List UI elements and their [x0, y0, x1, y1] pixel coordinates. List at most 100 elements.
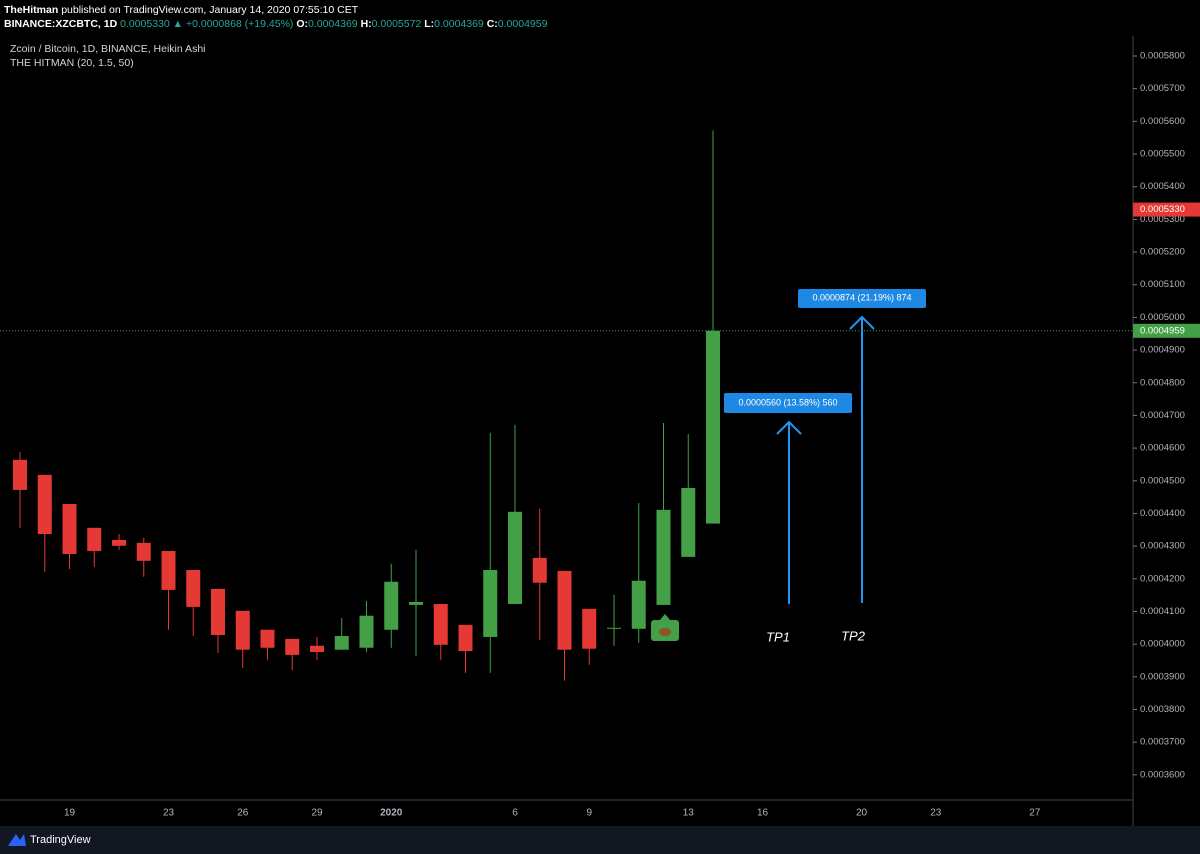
footer-bar: [0, 826, 1200, 854]
y-tick-label: 0.0004300: [1140, 541, 1185, 552]
ohlc-key: L:: [424, 18, 435, 30]
candle-body: [706, 330, 720, 524]
y-tick-label: 0.0004200: [1140, 573, 1185, 584]
y-tick-label: 0.0005300: [1140, 214, 1185, 225]
y-tick-label: 0.0003700: [1140, 737, 1185, 748]
ohlc-value: 0.0005572: [371, 18, 422, 30]
x-tick-label: 29: [311, 808, 323, 819]
signal-icon: [659, 614, 671, 621]
ohlc-value: 0.0004959: [497, 18, 548, 30]
ohlc-key: O:: [296, 18, 308, 30]
price-marker-label: 0.0005330: [1140, 204, 1185, 215]
candle-body: [87, 527, 102, 552]
chart-title: Zcoin / Bitcoin, 1D, BINANCE, Heikin Ash…: [10, 43, 206, 55]
annotation-box: [798, 289, 926, 308]
ohlc-value: 0.0004369: [308, 18, 358, 30]
candle-body: [656, 509, 671, 605]
x-tick-label: 27: [1029, 808, 1041, 819]
candle-body: [409, 601, 423, 605]
plot: 0.0003600 0.0003700 0.0003800 0.0003900 0.00…: [0, 51, 1200, 819]
annotation-box: [724, 393, 852, 413]
price: 0.0005330: [120, 18, 170, 30]
candle-body: [136, 542, 151, 561]
candle-body: [334, 635, 349, 650]
indicator: THE HITMAN (20, 1.5, 50): [10, 57, 134, 69]
y-tick-label: 0.0003800: [1140, 704, 1185, 715]
candle-body: [13, 459, 27, 490]
ohlc-key: H:: [360, 18, 372, 30]
y-tick-label: 0.0005400: [1140, 181, 1185, 192]
y-tick-label: 0.0005700: [1140, 83, 1185, 94]
y-tick-label: 0.0005800: [1140, 51, 1185, 62]
x-tick-label: 23: [163, 808, 175, 819]
candle-body: [557, 570, 572, 650]
arrow: [776, 420, 802, 604]
ohlc-value: 0.0004369: [434, 18, 484, 30]
candle-body: [37, 474, 52, 535]
y-tick-label: 0.0004500: [1140, 475, 1185, 486]
y-tick-label: 0.0004100: [1140, 606, 1185, 617]
x-tick-label: 16: [757, 808, 769, 819]
candle-body: [112, 539, 126, 546]
x-tick-label: 19: [64, 808, 76, 819]
price-marker: [1133, 202, 1200, 217]
logo: [8, 834, 26, 846]
candle-body: [483, 569, 498, 637]
candle-body: [607, 627, 621, 629]
y-tick-label: 0.0004800: [1140, 377, 1185, 388]
y-tick-label: 0.0005600: [1140, 116, 1185, 127]
ohlc-key: C:: [486, 18, 498, 30]
change: +0.0000868 (+19.45%): [185, 18, 294, 30]
arrow: [849, 315, 875, 603]
brand: TradingView: [30, 834, 91, 846]
y-tick-label: 0.0004900: [1140, 345, 1185, 356]
candle-body: [582, 608, 597, 649]
target-label: TP2: [841, 628, 866, 643]
header-line: BINANCE:XZCBTC, 1D 0.0005330 ▲ +0.000086…: [4, 17, 547, 31]
candle-body: [458, 624, 473, 652]
price-marker: [1133, 323, 1200, 338]
y-tick-label: 0.0003900: [1140, 671, 1185, 682]
annotation: 0.0000560 (13.58%) 560: [738, 397, 837, 407]
x-tick-label: 6: [512, 808, 518, 819]
candle-body: [211, 588, 225, 635]
x-tick-label: 9: [586, 808, 592, 819]
header-line: TheHitman published on TradingView.com, …: [4, 3, 547, 17]
candle-body: [384, 581, 399, 630]
annotation: 0.0000874 (21.19%) 874: [812, 292, 911, 302]
target-label: TP1: [766, 629, 790, 644]
symbol: BINANCE:XZCBTC, 1D: [4, 18, 118, 30]
y-tick-label: 0.0005100: [1140, 279, 1185, 290]
y-tick-label: 0.0005200: [1140, 247, 1185, 258]
candle-body: [310, 645, 324, 652]
candle-body: [260, 629, 275, 648]
y-tick-label: 0.0004700: [1140, 410, 1185, 421]
x-tick-label: 2020: [380, 808, 403, 819]
candle-body: [359, 615, 374, 648]
y-tick-label: 0.0004600: [1140, 443, 1185, 454]
candle-body: [681, 487, 696, 557]
y-tick-label: 0.0003600: [1140, 769, 1185, 780]
y-tick-label: 0.0005000: [1140, 312, 1185, 323]
x-tick-label: 26: [237, 808, 249, 819]
header: TheHitman published on TradingView.com, …: [4, 3, 547, 31]
candle-body: [631, 580, 646, 629]
candle-body: [285, 638, 300, 655]
y-tick-label: 0.0005500: [1140, 149, 1185, 160]
price-marker-label: 0.0004959: [1140, 325, 1185, 336]
candle-body: [433, 603, 448, 645]
candle-body: [62, 503, 77, 554]
author: TheHitman: [4, 4, 59, 16]
signal-icon: [659, 628, 671, 636]
x-tick-label: 23: [930, 808, 942, 819]
candle-body: [186, 569, 201, 607]
candle-body: [508, 511, 522, 604]
x-tick-label: 20: [856, 808, 868, 819]
candle-body: [532, 557, 547, 583]
change-arrow: ▲: [172, 18, 184, 30]
y-tick-label: 0.0004400: [1140, 508, 1185, 519]
published: published on TradingView.com, January 14…: [61, 4, 359, 16]
x-tick-label: 13: [683, 808, 695, 819]
